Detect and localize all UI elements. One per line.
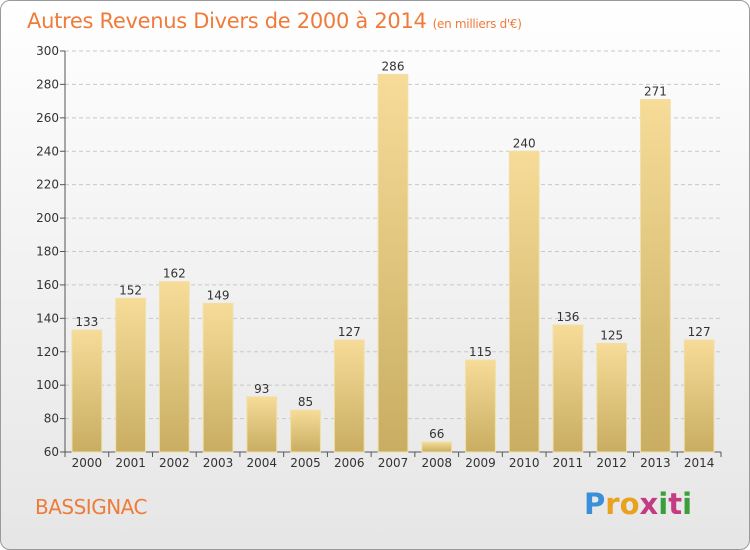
x-tick-label: 2003	[203, 456, 234, 470]
data-label: 271	[644, 84, 667, 98]
logo-letter: i	[682, 487, 693, 521]
bar	[465, 359, 496, 453]
bar	[552, 324, 584, 453]
labels: 133 152 162 149 93 85 127 286 66 115 240 136 125 271 1…	[75, 59, 710, 441]
bar	[421, 441, 453, 453]
y-tick-label: 300	[36, 44, 59, 58]
data-label: 66	[429, 427, 444, 441]
y-tick-label: 220	[36, 178, 59, 192]
y-tick-label: 80	[44, 412, 59, 426]
y-tick-label: 200	[36, 211, 59, 225]
bar	[158, 281, 190, 453]
x-tick-label: 2000	[72, 456, 103, 470]
logo-letter: t	[668, 487, 683, 521]
logo-letter: o	[619, 487, 640, 521]
x-tick-label: 2012	[596, 456, 627, 470]
proxiti-logo: Proxiti	[584, 487, 692, 521]
data-label: 162	[163, 267, 186, 281]
logo-letter: r	[605, 487, 620, 521]
bar	[71, 329, 103, 453]
x-tick-label: 2010	[509, 456, 540, 470]
y-tick-label: 260	[36, 111, 59, 125]
y-tick-label: 120	[36, 345, 59, 359]
data-label: 240	[513, 136, 536, 150]
data-label: 115	[469, 345, 492, 359]
data-label: 149	[207, 288, 230, 302]
data-label: 93	[254, 382, 269, 396]
y-tick-label: 100	[36, 378, 59, 392]
x-tick-label: 2011	[553, 456, 584, 470]
y-tick-label: 140	[36, 311, 59, 325]
x-tick-label: 2013	[640, 456, 671, 470]
bar	[640, 98, 671, 453]
data-label: 85	[298, 395, 313, 409]
bar	[115, 297, 146, 453]
bar	[333, 339, 365, 453]
y-tick-label: 160	[36, 278, 59, 292]
x-tick-label: 2007	[378, 456, 409, 470]
y-tick-label: 180	[36, 245, 59, 259]
commune-name: BASSIGNAC	[35, 495, 147, 519]
data-label: 127	[338, 325, 361, 339]
x-tick-label: 2006	[334, 456, 365, 470]
bar	[377, 73, 409, 453]
y-tick-label: 240	[36, 144, 59, 158]
y-tick-label: 60	[44, 445, 59, 459]
bar	[246, 396, 278, 453]
bar	[508, 150, 540, 453]
logo-letter: P	[584, 487, 606, 521]
bar	[202, 302, 234, 453]
logo-letter: x	[639, 487, 659, 521]
data-label: 136	[556, 310, 579, 324]
data-label: 286	[382, 59, 405, 73]
x-tick-label: 2002	[159, 456, 190, 470]
x-tick-label: 2004	[247, 456, 278, 470]
data-label: 133	[75, 315, 98, 329]
x-tick-label: 2008	[421, 456, 452, 470]
bar	[596, 342, 628, 453]
chart-title: Autres Revenus Divers de 2000 à 2014 (en …	[27, 9, 522, 33]
data-label: 125	[600, 328, 623, 342]
chart-title-main: Autres Revenus Divers de 2000 à 2014	[27, 9, 427, 33]
chart-subtitle: (en milliers d'€)	[432, 17, 522, 31]
y-tick-label: 280	[36, 77, 59, 91]
x-tick-label: 2001	[115, 456, 146, 470]
bar	[683, 339, 715, 453]
x-tick-label: 2014	[684, 456, 715, 470]
x-tick-label: 2009	[465, 456, 496, 470]
data-label: 127	[688, 325, 711, 339]
x-tick-label: 2005	[290, 456, 321, 470]
data-label: 152	[119, 283, 142, 297]
bars	[71, 73, 715, 453]
bar	[290, 409, 321, 453]
logo-letter: i	[658, 487, 669, 521]
